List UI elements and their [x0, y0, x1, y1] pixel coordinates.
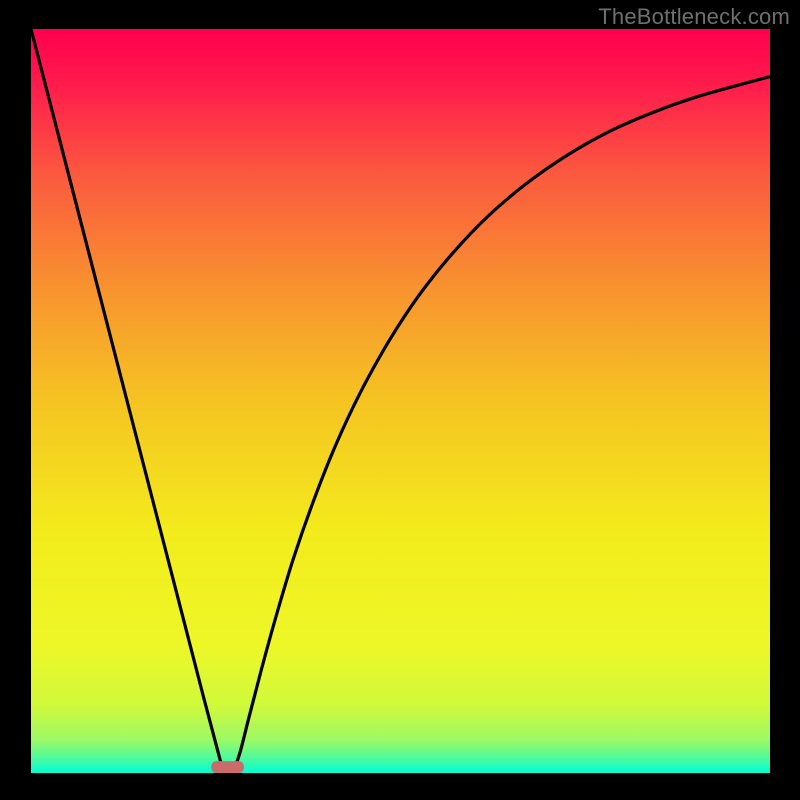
- chart-container: TheBottleneck.com: [0, 0, 800, 800]
- optimum-marker: [211, 761, 244, 773]
- chart-svg: [0, 0, 800, 800]
- plot-gradient-background: [31, 29, 770, 773]
- watermark-text: TheBottleneck.com: [598, 4, 790, 30]
